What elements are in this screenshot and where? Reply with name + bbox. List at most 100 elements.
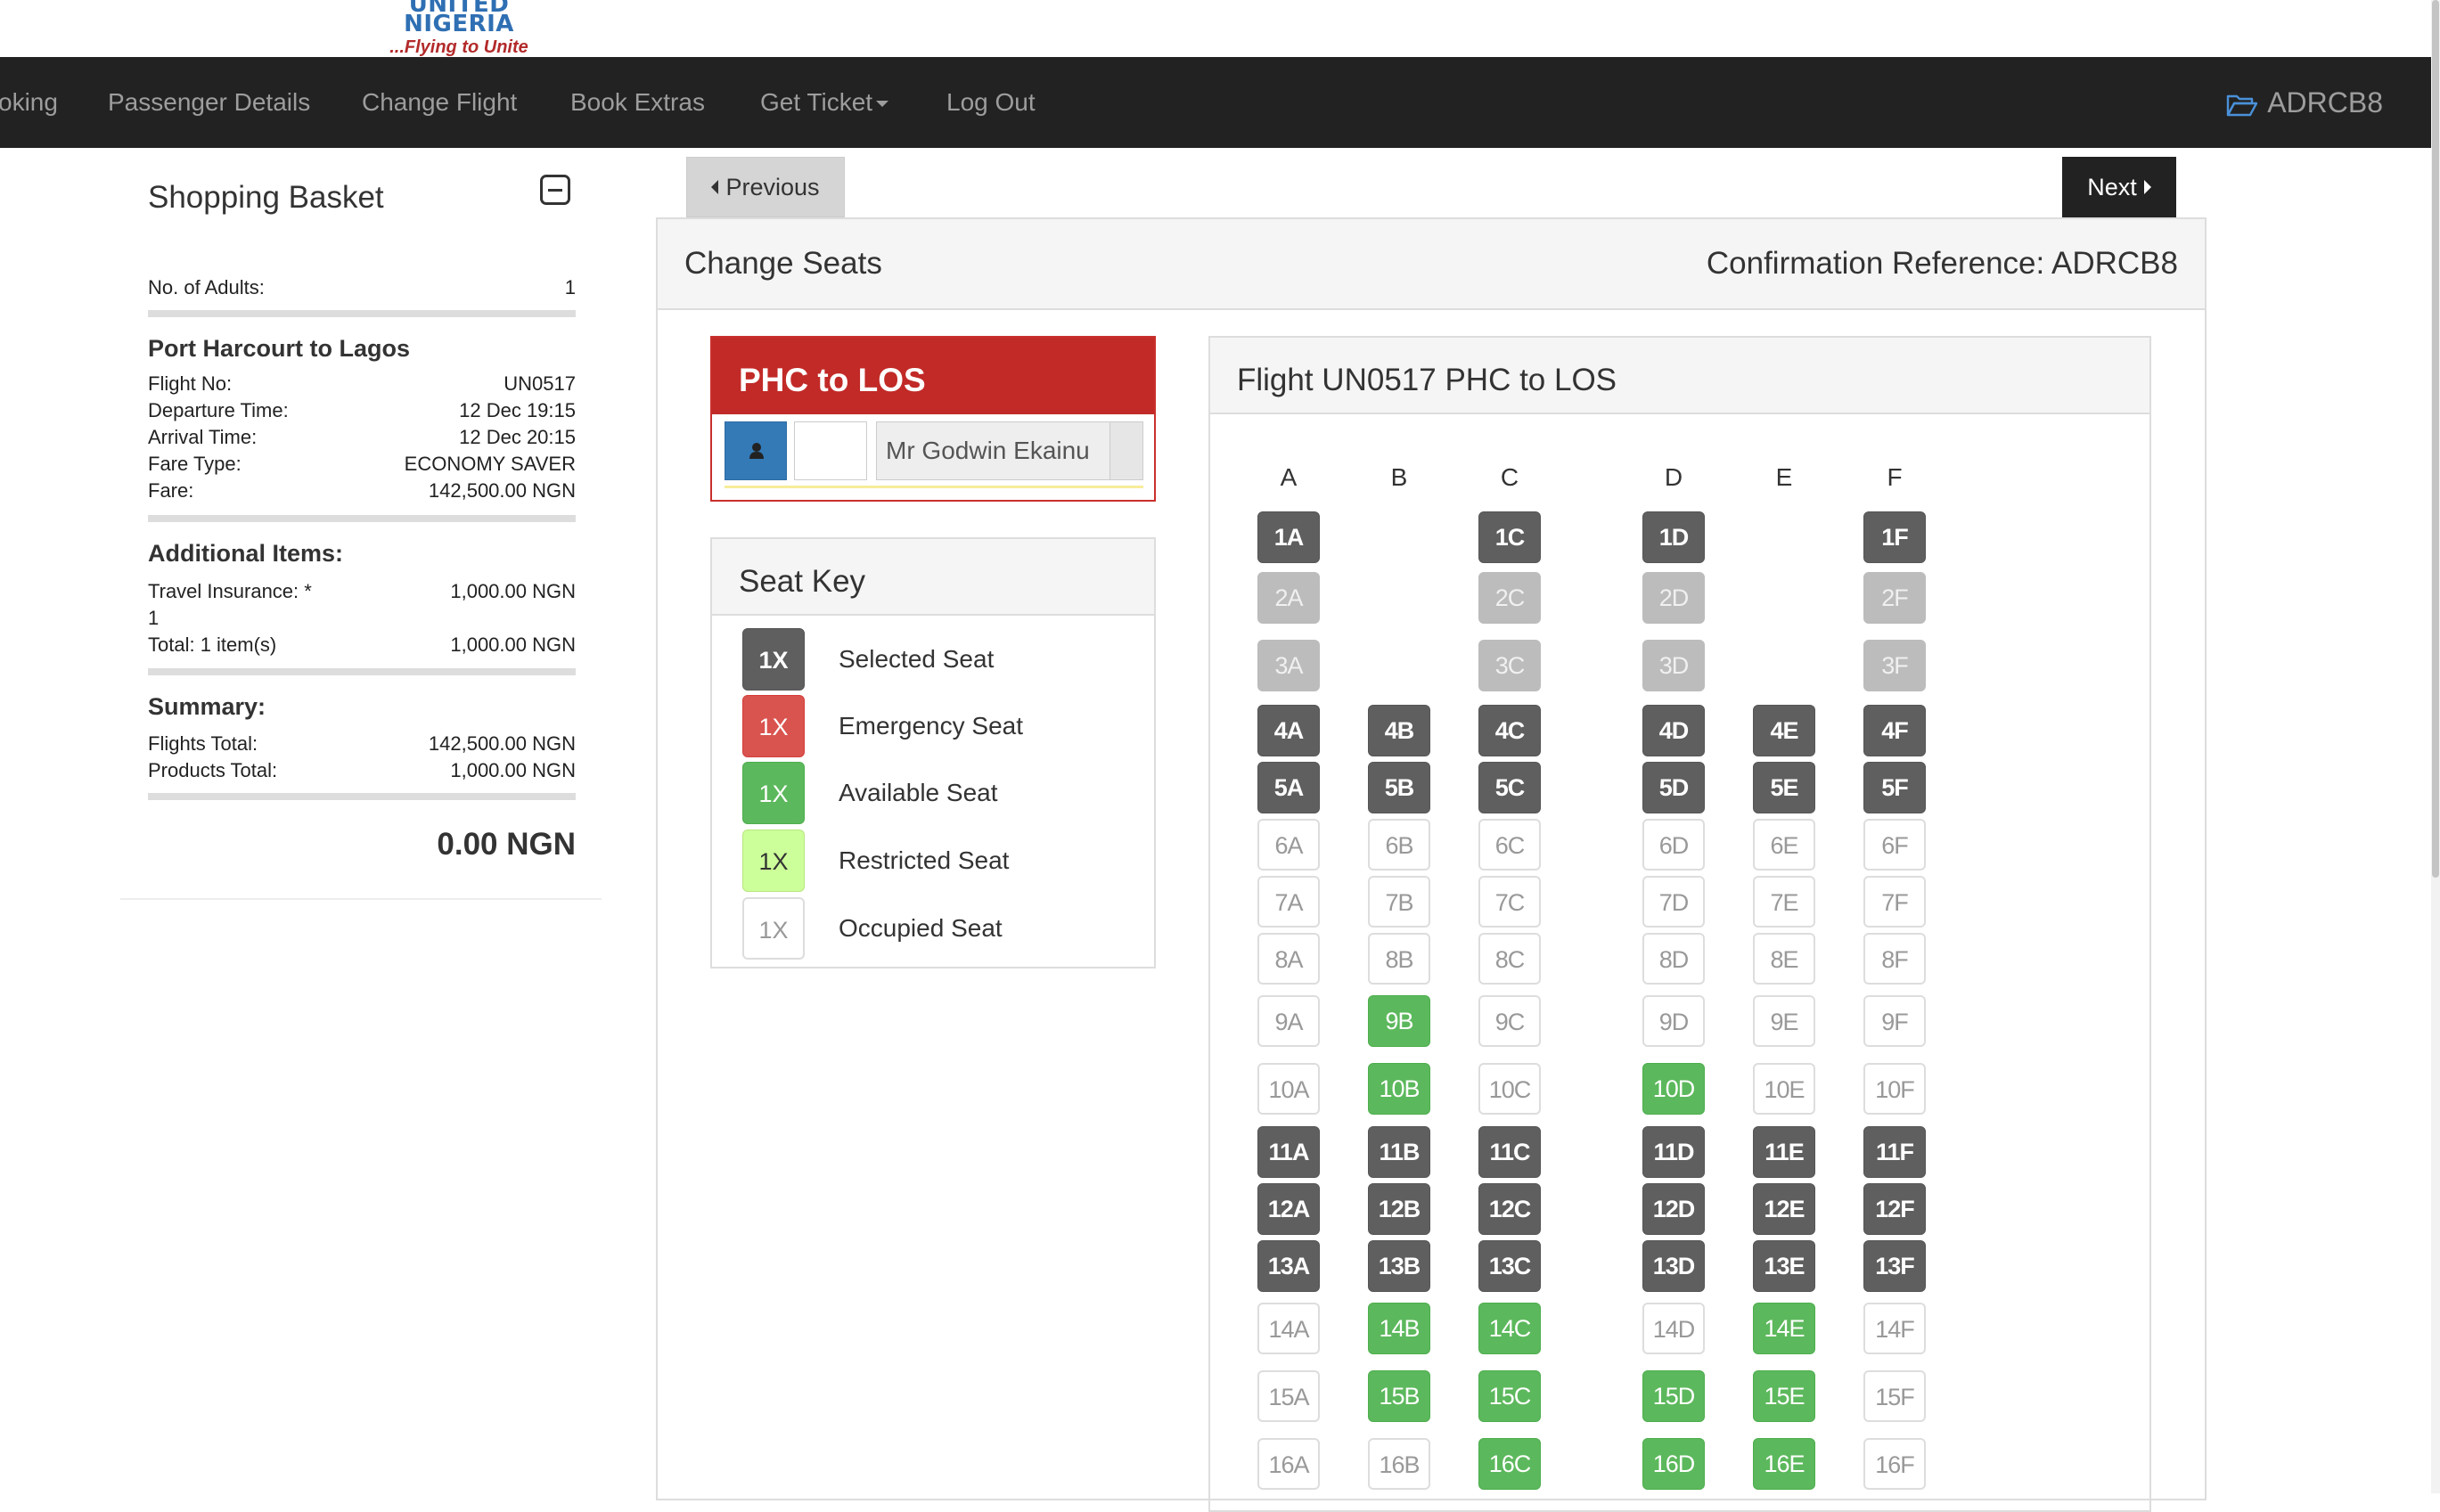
fare-type-label: Fare Type: [148, 453, 242, 475]
seat-13f[interactable]: 13F [1863, 1240, 1926, 1292]
seat-16c[interactable]: 16C [1478, 1438, 1541, 1490]
seat-14e[interactable]: 14E [1753, 1303, 1815, 1354]
divider [148, 793, 576, 800]
seat-15a: 15A [1257, 1370, 1320, 1422]
seat-4c[interactable]: 4C [1478, 705, 1541, 756]
seat-16b: 16B [1368, 1438, 1430, 1490]
confirmation-reference: Confirmation Reference: ADRCB8 [1706, 246, 2178, 281]
next-label: Next [2087, 174, 2137, 200]
arrival-label: Arrival Time: [148, 426, 258, 448]
seat-11e[interactable]: 11E [1753, 1126, 1815, 1178]
seat-11b[interactable]: 11B [1368, 1126, 1430, 1178]
seat-7b: 7B [1368, 876, 1430, 928]
seat-4a[interactable]: 4A [1257, 705, 1320, 756]
column-letter-c: C [1500, 463, 1519, 491]
seat-1f[interactable]: 1F [1863, 511, 1926, 563]
column-letter-f: F [1887, 463, 1903, 491]
seat-11a[interactable]: 11A [1257, 1126, 1320, 1178]
nav-passenger-details[interactable]: Passenger Details [108, 88, 311, 116]
airline-logo[interactable]: UNITED NIGERIA ...Flying to Unite [352, 0, 566, 57]
seat-key: Seat Key 1X Selected Seat 1X Emergency Sea… [710, 537, 1156, 968]
seat-16e[interactable]: 16E [1753, 1438, 1815, 1490]
seat-8a: 8A [1257, 933, 1320, 985]
seat-15d[interactable]: 15D [1642, 1370, 1705, 1422]
adults-row: No. of Adults: 1 [148, 274, 576, 301]
previous-button[interactable]: Previous [686, 157, 845, 217]
nav-book-extras[interactable]: Book Extras [570, 88, 705, 116]
seat-12a[interactable]: 12A [1257, 1183, 1320, 1235]
seat-16d[interactable]: 16D [1642, 1438, 1705, 1490]
seat-14a: 14A [1257, 1303, 1320, 1354]
seat-5e[interactable]: 5E [1753, 762, 1815, 813]
seat-15b[interactable]: 15B [1368, 1370, 1430, 1422]
seat-13e[interactable]: 13E [1753, 1240, 1815, 1292]
seat-11c[interactable]: 11C [1478, 1126, 1541, 1178]
seat-8c: 8C [1478, 933, 1541, 985]
seat-12f[interactable]: 12F [1863, 1183, 1926, 1235]
seat-4b[interactable]: 4B [1368, 705, 1430, 756]
seat-1a[interactable]: 1A [1257, 511, 1320, 563]
passenger-select-button[interactable] [725, 421, 787, 480]
seat-4e[interactable]: 4E [1753, 705, 1815, 756]
nav-change-flight[interactable]: Change Flight [362, 88, 518, 116]
basket-title: Shopping Basket [148, 180, 384, 215]
departure-row: Departure Time: 12 Dec 19:15 [148, 397, 576, 424]
seat-1c[interactable]: 1C [1478, 511, 1541, 563]
seat-15c[interactable]: 15C [1478, 1370, 1541, 1422]
seat-map: Flight UN0517 PHC to LOS A B C D E F 1A 1C 1D 1F 2… [1208, 336, 2151, 1512]
seat-9b[interactable]: 9B [1368, 995, 1430, 1047]
seat-4f[interactable]: 4F [1863, 705, 1926, 756]
seat-2c: 2C [1478, 572, 1541, 624]
seat-10c: 10C [1478, 1063, 1541, 1115]
seat-5c[interactable]: 5C [1478, 762, 1541, 813]
seat-5b[interactable]: 5B [1368, 762, 1430, 813]
nav-log-out[interactable]: Log Out [946, 88, 1036, 116]
seat-10d[interactable]: 10D [1642, 1063, 1705, 1115]
collapse-basket-button[interactable] [540, 175, 570, 205]
seat-12c[interactable]: 12C [1478, 1183, 1541, 1235]
minus-icon [548, 189, 562, 192]
scrollbar-thumb[interactable] [2432, 0, 2439, 878]
route-segment-box: PHC to LOS Mr Godwin Ekainu [710, 336, 1156, 502]
seat-5a[interactable]: 5A [1257, 762, 1320, 813]
seat-13c[interactable]: 13C [1478, 1240, 1541, 1292]
seat-15e[interactable]: 15E [1753, 1370, 1815, 1422]
seat-13b[interactable]: 13B [1368, 1240, 1430, 1292]
divider [148, 668, 576, 675]
seat-14b[interactable]: 14B [1368, 1303, 1430, 1354]
seat-2d: 2D [1642, 572, 1705, 624]
page-scrollbar[interactable] [2431, 0, 2440, 1493]
seat-5d[interactable]: 5D [1642, 762, 1705, 813]
flight-title: Flight UN0517 PHC to LOS [1210, 338, 2149, 414]
additional-items-heading: Additional Items: [148, 540, 344, 567]
seat-5f[interactable]: 5F [1863, 762, 1926, 813]
passenger-seat-field[interactable] [794, 421, 867, 480]
flights-total-value: 142,500.00 NGN [428, 732, 576, 755]
seat-1d[interactable]: 1D [1642, 511, 1705, 563]
seat-10b[interactable]: 10B [1368, 1063, 1430, 1115]
next-button[interactable]: Next [2062, 157, 2176, 217]
seat-13a[interactable]: 13A [1257, 1240, 1320, 1292]
seat-12e[interactable]: 12E [1753, 1183, 1815, 1235]
booking-reference-link[interactable]: ADRCB8 [2226, 57, 2383, 148]
flight-no-label: Flight No: [148, 372, 233, 395]
seat-11d[interactable]: 11D [1642, 1126, 1705, 1178]
seat-4d[interactable]: 4D [1642, 705, 1705, 756]
seat-14c[interactable]: 14C [1478, 1303, 1541, 1354]
fare-value: 142,500.00 NGN [428, 479, 576, 502]
nav-get-ticket-label: Get Ticket [760, 88, 873, 116]
seat-11f[interactable]: 11F [1863, 1126, 1926, 1178]
seat-6d: 6D [1642, 819, 1705, 870]
divider [148, 310, 576, 317]
passenger-row: Mr Godwin Ekainu [725, 421, 1143, 488]
caret-down-icon [876, 101, 889, 108]
nav-get-ticket-dropdown[interactable]: Get Ticket [760, 57, 889, 148]
panel-header: Change Seats Confirmation Reference: ADR… [658, 219, 2205, 310]
nav-manage-booking[interactable]: oking [0, 88, 58, 116]
fare-type-value: ECONOMY SAVER [404, 453, 576, 475]
seat-12b[interactable]: 12B [1368, 1183, 1430, 1235]
items-total-row: Total: 1 item(s) 1,000.00 NGN [148, 632, 576, 658]
seat-9d: 9D [1642, 995, 1705, 1047]
seat-12d[interactable]: 12D [1642, 1183, 1705, 1235]
seat-13d[interactable]: 13D [1642, 1240, 1705, 1292]
